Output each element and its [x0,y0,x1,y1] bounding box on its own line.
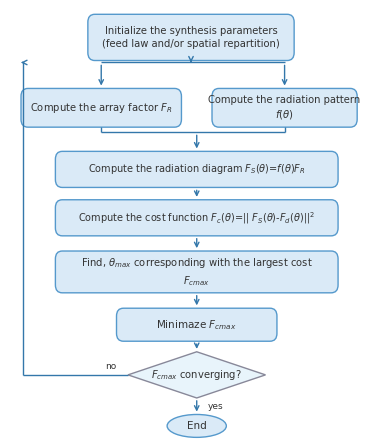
FancyBboxPatch shape [117,308,277,341]
Text: Compute the radiation pattern
$f(\theta)$: Compute the radiation pattern $f(\theta)… [209,95,361,121]
Text: Find, $\theta_{max}$ corresponding with the largest cost
$F_{cmax}$: Find, $\theta_{max}$ corresponding with … [81,256,312,288]
FancyBboxPatch shape [55,251,338,293]
FancyBboxPatch shape [212,88,357,127]
FancyBboxPatch shape [55,151,338,187]
Text: End: End [187,421,207,431]
Text: $F_{cmax}$ converging?: $F_{cmax}$ converging? [151,368,242,382]
Text: Compute the cost function $F_c(\theta)$=|| $F_S(\theta)$-$F_d(\theta)$||$^2$: Compute the cost function $F_c(\theta)$=… [78,210,316,226]
Text: Minimaze $F_{cmax}$: Minimaze $F_{cmax}$ [156,318,237,332]
FancyBboxPatch shape [88,14,294,60]
Text: Initialize the synthesis parameters
(feed law and/or spatial repartition): Initialize the synthesis parameters (fee… [102,26,280,49]
Text: no: no [105,362,117,370]
Ellipse shape [167,414,226,437]
FancyBboxPatch shape [21,88,181,127]
Text: yes: yes [208,402,224,411]
Text: Compute the array factor $F_R$: Compute the array factor $F_R$ [30,101,172,115]
Polygon shape [128,352,265,398]
Text: Compute the radiation diagram $F_S(\theta)$=$f(\theta)F_R$: Compute the radiation diagram $F_S(\thet… [88,162,306,176]
FancyBboxPatch shape [55,200,338,236]
